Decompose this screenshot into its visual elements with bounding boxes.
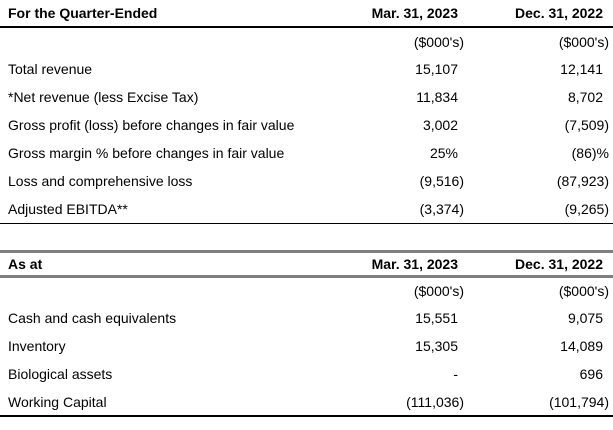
as-at-header-row: As at Mar. 31, 2023 Dec. 31, 2022 <box>0 251 613 276</box>
financial-summary-page: For the Quarter-Ended Mar. 31, 2023 Dec.… <box>0 0 613 417</box>
units-col2: ($000's) <box>558 282 609 299</box>
row-label: Adjusted EBITDA** <box>8 200 128 217</box>
row-value-col1: (3,374) <box>419 200 464 217</box>
as-at-table: As at Mar. 31, 2023 Dec. 31, 2022 ($000'… <box>0 249 613 417</box>
as-at-title: As at <box>8 255 43 272</box>
row-label: *Net revenue (less Excise Tax) <box>8 89 199 105</box>
row-value-col2: 14,089 <box>560 338 603 354</box>
table-row: Inventory 15,305 14,089 <box>0 332 613 360</box>
row-value-col2: (86)% <box>571 145 609 161</box>
table-row: Biological assets - 696 <box>0 360 613 388</box>
table-row: *Net revenue (less Excise Tax) 11,834 8,70… <box>0 83 613 111</box>
row-value-col2: (87,923) <box>556 173 609 189</box>
units-col1: ($000's) <box>413 282 464 299</box>
table-row: Adjusted EBITDA** (3,374) (9,265) <box>0 195 613 223</box>
row-value-col1: (111,036) <box>406 393 464 410</box>
row-label: Biological assets <box>8 366 113 382</box>
table-row: Gross margin % before changes in fair va… <box>0 139 613 167</box>
table-row: Working Capital (111,036) (101,794) <box>0 388 613 416</box>
row-value-col1: 15,551 <box>415 310 458 326</box>
table-row: Total revenue 15,107 12,141 <box>0 55 613 83</box>
row-value-col2: 8,702 <box>567 89 603 105</box>
quarter-ended-table: For the Quarter-Ended Mar. 31, 2023 Dec.… <box>0 0 613 224</box>
units-spacer <box>0 27 323 55</box>
row-value-col1: - <box>453 366 458 382</box>
row-value-col2: (9,265) <box>564 200 609 217</box>
quarter-ended-col2-header: Dec. 31, 2022 <box>515 5 603 21</box>
row-value-col1: 25% <box>429 145 458 161</box>
row-value-col2: (7,509) <box>564 117 609 133</box>
table-row: Cash and cash equivalents 15,551 9,075 <box>0 304 613 332</box>
quarter-ended-header-row: For the Quarter-Ended Mar. 31, 2023 Dec.… <box>0 0 613 27</box>
row-value-col1: 15,107 <box>415 61 458 77</box>
units-col1: ($000's) <box>413 33 464 50</box>
quarter-ended-title: For the Quarter-Ended <box>8 5 158 21</box>
as-at-units-row: ($000's) ($000's) <box>0 276 613 304</box>
row-label: Working Capital <box>8 393 107 410</box>
row-value-col2: 9,075 <box>567 310 603 326</box>
units-spacer <box>0 276 323 304</box>
row-label: Gross profit (loss) before changes in fa… <box>8 117 295 133</box>
row-label: Gross margin % before changes in fair va… <box>8 145 285 161</box>
row-value-col1: 3,002 <box>422 117 458 133</box>
table-row: Loss and comprehensive loss (9,516) (87,92… <box>0 167 613 195</box>
row-value-col2: 12,141 <box>560 61 603 77</box>
row-label: Inventory <box>8 338 66 354</box>
row-label: Loss and comprehensive loss <box>8 173 193 189</box>
table-row: Gross profit (loss) before changes in fa… <box>0 111 613 139</box>
row-value-col2: 696 <box>579 366 603 382</box>
quarter-ended-col1-header: Mar. 31, 2023 <box>371 5 458 21</box>
as-at-col1-header: Mar. 31, 2023 <box>371 255 458 272</box>
row-value-col1: 11,834 <box>416 89 458 105</box>
row-value-col1: (9,516) <box>419 173 464 189</box>
row-value-col1: 15,305 <box>415 338 458 354</box>
as-at-col2-header: Dec. 31, 2022 <box>515 255 603 272</box>
row-value-col2: (101,794) <box>549 393 609 410</box>
quarter-ended-units-row: ($000's) ($000's) <box>0 27 613 55</box>
units-col2: ($000's) <box>558 33 609 50</box>
row-label: Cash and cash equivalents <box>8 310 177 326</box>
row-label: Total revenue <box>8 61 93 77</box>
